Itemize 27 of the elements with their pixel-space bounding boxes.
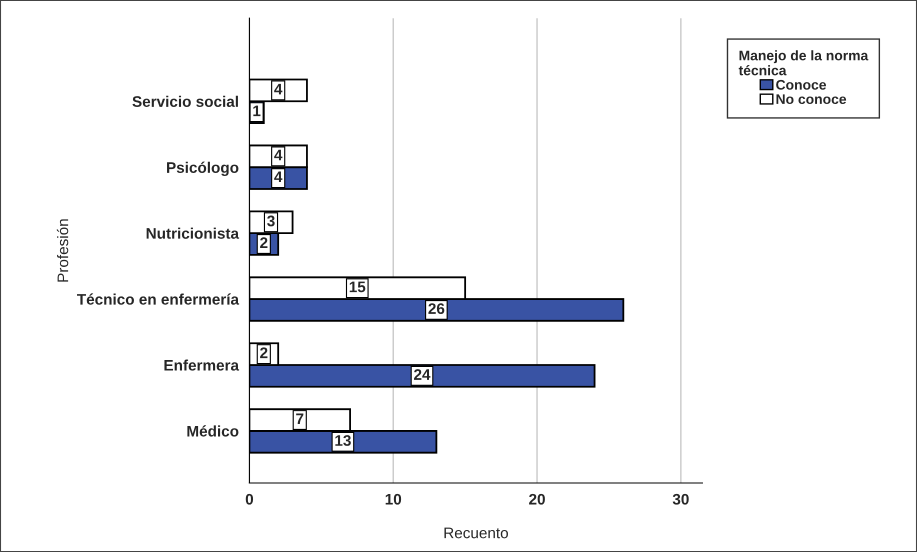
data-label: 13 — [335, 435, 351, 446]
y-tick-label: Enfermera — [164, 359, 240, 371]
data-label: 4 — [274, 172, 282, 182]
y-tick-label: Psicólogo — [167, 162, 238, 176]
y-tick-label: Servicio social — [132, 96, 238, 107]
data-label: 4 — [274, 150, 282, 160]
data-label: 2 — [260, 237, 268, 248]
data-label: 1 — [253, 106, 260, 116]
legend-label: No conoce — [776, 94, 846, 104]
y-tick-label: Médico — [187, 425, 238, 437]
legend-title: Manejo de la norma técnica — [738, 50, 868, 76]
data-label: 4 — [274, 84, 282, 94]
x-tick-label: 10 — [386, 494, 402, 505]
data-label: 7 — [296, 413, 304, 424]
x-tick-label: 30 — [672, 494, 689, 505]
y-tick-label: Nutricionista — [146, 228, 240, 239]
y-axis-title: Profesión — [56, 219, 68, 282]
x-tick-label: 20 — [529, 494, 545, 505]
data-label: 3 — [267, 216, 275, 226]
x-tick-label: 0 — [246, 494, 254, 505]
data-label: 26 — [428, 303, 444, 314]
data-label: 24 — [414, 369, 430, 380]
data-label: 2 — [260, 347, 268, 358]
x-axis-title: Recuento — [444, 528, 508, 538]
y-tick-label: Técnico en enfermería — [77, 293, 240, 305]
legend-label: Conoce — [776, 80, 826, 90]
data-label: 15 — [350, 282, 366, 292]
